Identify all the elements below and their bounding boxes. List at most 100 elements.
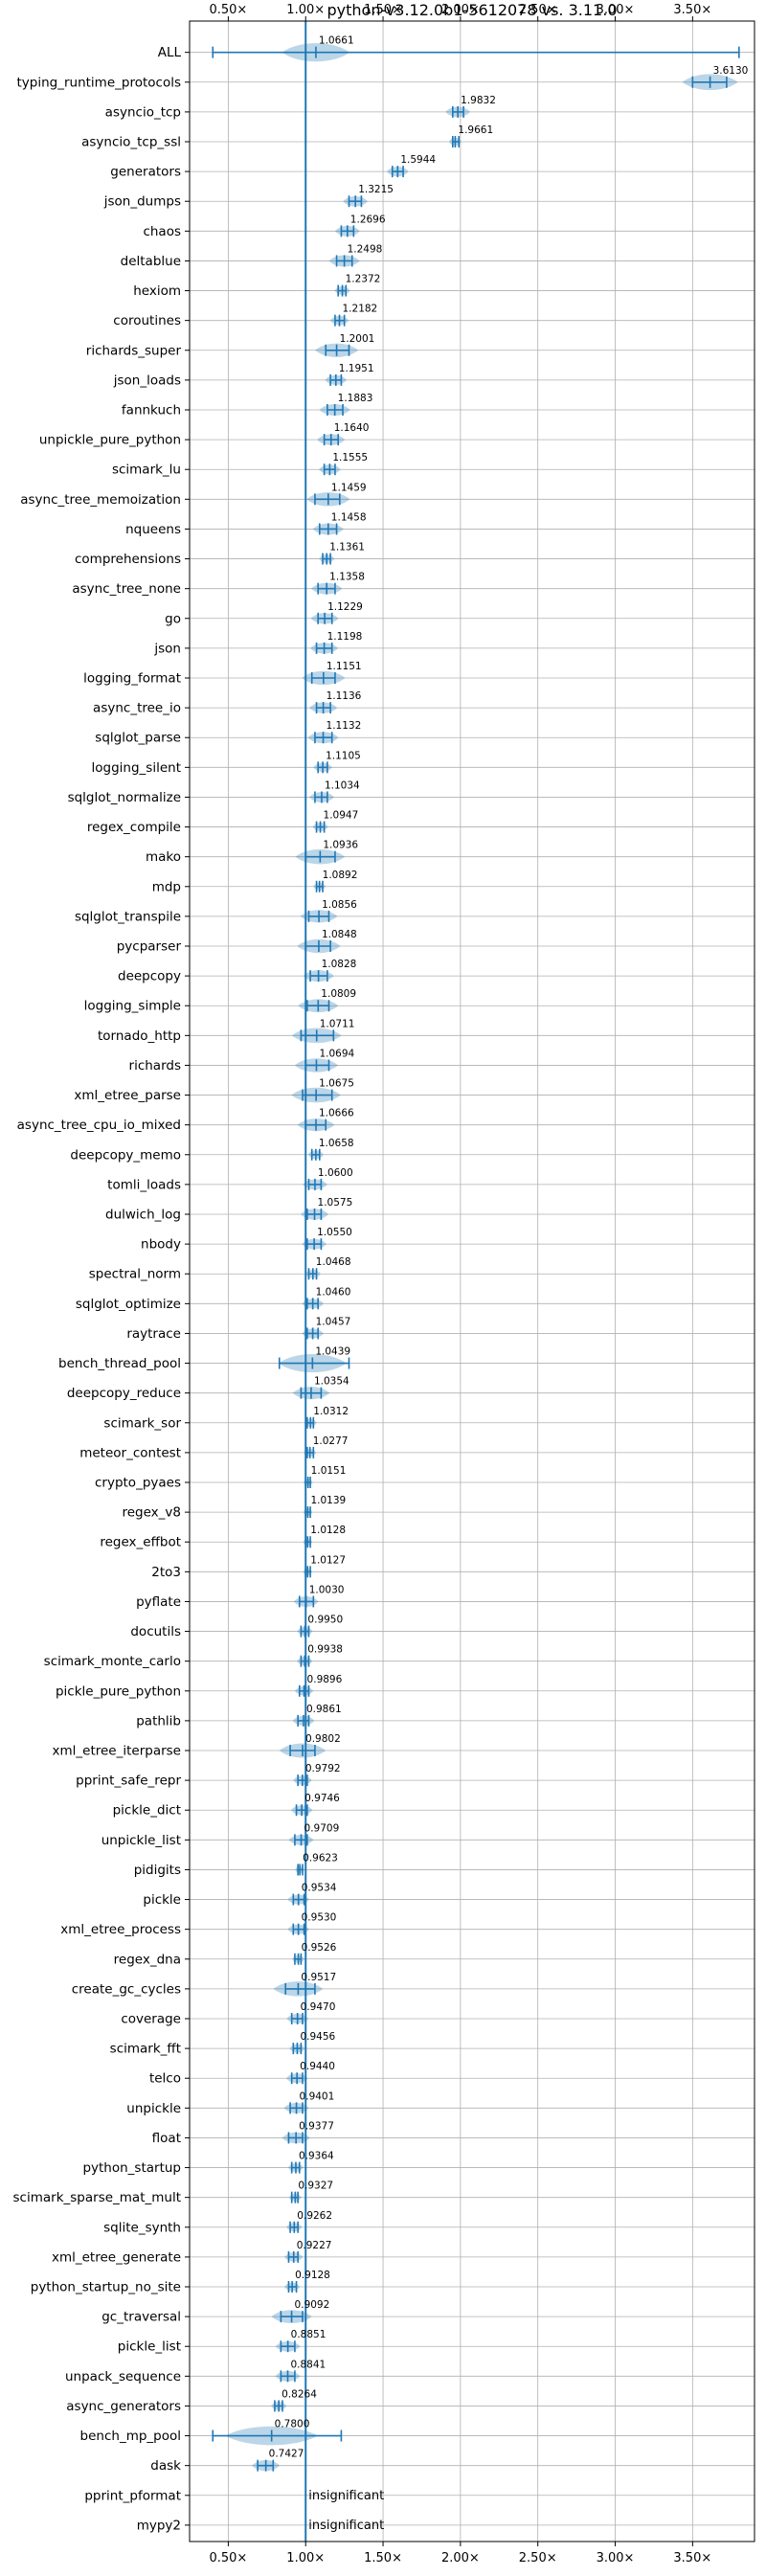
value-label: 1.2182 — [343, 304, 378, 315]
value-label: 1.0675 — [319, 1078, 354, 1090]
benchmark-label: unpickle_pure_python — [39, 433, 181, 448]
value-label: 1.0600 — [318, 1167, 353, 1179]
value-label: 1.0550 — [317, 1227, 352, 1238]
benchmark-label: coverage — [121, 2012, 181, 2027]
value-label: 1.0030 — [309, 1584, 345, 1595]
value-label: 1.0128 — [310, 1525, 346, 1536]
benchmark-label: scimark_sor — [103, 1415, 181, 1431]
value-label: 0.9709 — [304, 1822, 340, 1834]
benchmark-label: xml_etree_iterparse — [53, 1744, 182, 1759]
benchmark-label: python_startup_no_site — [31, 2280, 181, 2295]
value-label: 0.9792 — [305, 1763, 341, 1774]
benchmark-label: async_tree_cpu_io_mixed — [17, 1118, 181, 1133]
benchmark-label: raytrace — [126, 1326, 181, 1342]
benchmark-label: scimark_monte_carlo — [44, 1654, 181, 1669]
benchmark-label: hexiom — [133, 283, 181, 299]
value-label: 1.1459 — [331, 482, 367, 493]
value-label: 1.0666 — [319, 1108, 354, 1119]
value-label: 1.1229 — [327, 601, 363, 613]
value-label: 0.9517 — [301, 1972, 336, 1983]
x-tick-label-bottom: 3.00× — [597, 2551, 635, 2565]
value-label: 1.0848 — [322, 929, 357, 940]
benchmark-label: scimark_sparse_mat_mult — [13, 2190, 181, 2205]
benchmark-label: async_tree_memoization — [20, 492, 181, 508]
value-label: 1.9661 — [458, 124, 493, 136]
value-label: 0.9364 — [299, 2151, 334, 2162]
benchmark-label: crypto_pyaes — [95, 1476, 181, 1491]
benchmark-label: tornado_http — [98, 1028, 181, 1044]
benchmark-label: logging_format — [83, 671, 181, 687]
benchmark-label: sqlglot_optimize — [76, 1297, 181, 1312]
x-tick-label-bottom: 2.50× — [519, 2551, 557, 2565]
value-label: 1.1883 — [338, 393, 373, 404]
value-label: 1.0151 — [311, 1465, 347, 1477]
x-tick-label-top: 2.50× — [519, 3, 557, 17]
value-label: 1.0277 — [313, 1435, 349, 1447]
x-tick-label-bottom: 3.50× — [673, 2551, 711, 2565]
benchmark-label: richards — [129, 1058, 181, 1073]
value-label: 1.1198 — [327, 631, 363, 643]
value-label: 0.9938 — [307, 1644, 343, 1656]
value-label: 1.0809 — [321, 988, 356, 1000]
value-label: 1.1361 — [329, 542, 365, 554]
value-label: 1.0658 — [319, 1138, 354, 1149]
plot-frame — [189, 20, 755, 2542]
benchmark-label: pyflate — [136, 1594, 181, 1610]
benchmark-label: logging_simple — [84, 999, 181, 1014]
benchmark-label: pickle — [143, 1892, 181, 1908]
value-label: 0.7800 — [275, 2419, 310, 2430]
benchmark-label: unpickle — [126, 2101, 181, 2116]
x-tick-label-bottom: 2.00× — [441, 2551, 480, 2565]
value-label: 1.9832 — [461, 95, 496, 106]
benchmark-label: scimark_fft — [110, 2042, 181, 2057]
value-label: 1.5944 — [400, 154, 436, 166]
x-tick-label-top: 1.50× — [364, 3, 402, 17]
benchmark-label: pickle_dict — [113, 1803, 181, 1819]
value-label: 1.1136 — [327, 690, 362, 702]
value-label: 0.9377 — [299, 2120, 334, 2132]
benchmark-label: xml_etree_process — [60, 1922, 181, 1937]
benchmark-label: deepcopy_memo — [70, 1147, 181, 1163]
value-label: 3.6130 — [713, 65, 749, 77]
value-label: 1.0460 — [316, 1286, 351, 1298]
benchmark-label: tomli_loads — [107, 1177, 181, 1192]
value-label: 0.9534 — [302, 1883, 337, 1894]
benchmark-label: asyncio_tcp_ssl — [81, 135, 181, 150]
benchmark-label: generators — [110, 165, 181, 180]
value-label: 0.9950 — [307, 1615, 343, 1626]
benchmark-label: xml_etree_generate — [52, 2249, 181, 2265]
value-label: 0.9262 — [297, 2210, 332, 2222]
benchmark-label: nqueens — [125, 522, 181, 537]
benchmark-label: asyncio_tcp — [105, 104, 181, 120]
benchmark-label: xml_etree_parse — [74, 1088, 181, 1103]
benchmark-label: float — [152, 2131, 181, 2146]
benchmark-label: json — [153, 641, 181, 656]
value-label: 1.1132 — [327, 720, 362, 732]
value-label: 0.9470 — [301, 2001, 336, 2013]
value-label: 0.9896 — [307, 1674, 343, 1685]
value-label: 1.0828 — [322, 959, 357, 970]
benchmark-label: dulwich_log — [105, 1208, 181, 1223]
benchmark-label: pickle_list — [118, 2339, 181, 2355]
value-label: 0.9802 — [305, 1733, 341, 1745]
benchmark-label: pidigits — [134, 1863, 181, 1878]
value-label: 1.1555 — [332, 452, 368, 463]
benchmark-label: async_tree_none — [72, 581, 181, 597]
value-label: 0.9440 — [300, 2061, 335, 2072]
benchmark-label: gc_traversal — [101, 2310, 181, 2325]
value-label: 1.0139 — [310, 1495, 346, 1506]
benchmark-label: typing_runtime_protocols — [17, 75, 182, 90]
value-label: 1.0575 — [318, 1197, 353, 1209]
insignificant-label: insignificant — [308, 2519, 384, 2533]
value-label: 0.7427 — [269, 2449, 304, 2460]
value-label: 1.0856 — [322, 899, 357, 911]
value-label: 1.0694 — [319, 1048, 354, 1059]
benchmark-label: deltablue — [121, 254, 181, 269]
x-tick-label-top: 0.50× — [209, 3, 247, 17]
chart-title: python-v3.12.0b1-5612078 vs. 3.11.0 — [327, 1, 618, 19]
value-label: 1.0661 — [319, 35, 354, 47]
value-label: 0.9327 — [298, 2181, 333, 2192]
value-label: 0.9227 — [297, 2240, 332, 2251]
benchmark-label: sqlglot_transpile — [75, 909, 181, 924]
benchmark-label: create_gc_cycles — [72, 1981, 181, 1997]
